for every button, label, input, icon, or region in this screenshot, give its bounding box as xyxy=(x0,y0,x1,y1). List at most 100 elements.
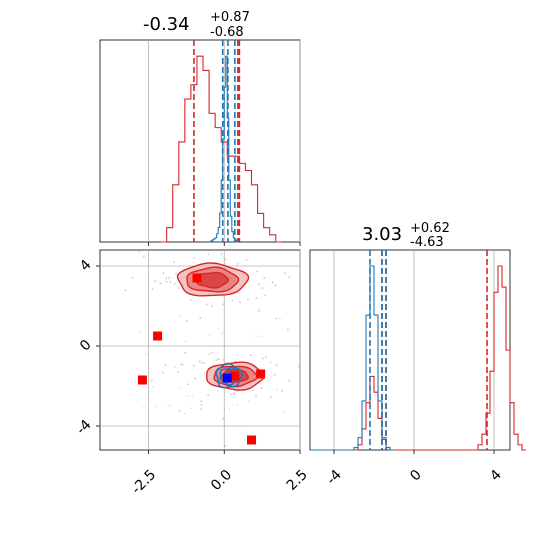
joint-sample-point xyxy=(187,395,189,397)
joint-sample-point xyxy=(220,253,223,256)
joint-sample-point xyxy=(168,276,170,279)
joint-sample-point xyxy=(273,373,276,376)
joint-sample-point xyxy=(252,389,254,392)
joint-sample-point xyxy=(228,407,230,410)
joint-sample-point xyxy=(187,383,189,386)
joint-sample-point xyxy=(178,409,181,412)
joint-sample-point xyxy=(265,356,267,359)
joint-sample-point xyxy=(155,405,157,407)
joint-sample-point xyxy=(143,405,145,408)
joint-sample-point xyxy=(184,352,187,354)
param2-x-tick-label-0: -4 xyxy=(324,467,345,488)
joint-sample-point xyxy=(189,298,192,301)
joint-sample-point xyxy=(165,277,168,280)
joint-sample-point xyxy=(256,270,259,273)
joint-sample-point xyxy=(239,423,241,426)
joint-sample-point xyxy=(255,335,257,337)
joint-sample-point xyxy=(169,281,172,283)
joint-sample-point xyxy=(279,317,281,320)
joint-sample-point xyxy=(288,379,291,382)
joint-sample-point xyxy=(259,335,261,338)
joint-sample-point xyxy=(146,354,149,357)
joint-sample-point xyxy=(262,357,264,360)
joint-sample-point xyxy=(165,280,168,283)
joint-sample-point xyxy=(162,272,165,274)
joint-y-tick-label-2: -4 xyxy=(73,417,94,438)
joint-sample-point xyxy=(261,287,264,290)
joint-sample-point xyxy=(162,371,165,374)
red-marker-1 xyxy=(153,331,163,341)
joint-sample-point xyxy=(173,261,176,264)
param2-title-value: 3.03 xyxy=(362,224,402,245)
joint-sample-point xyxy=(274,284,277,287)
joint-sample-point xyxy=(180,387,182,390)
red-marker-4 xyxy=(256,369,266,379)
joint-sample-point xyxy=(236,353,239,356)
joint-sample-point xyxy=(255,394,257,397)
joint-sample-point xyxy=(151,288,154,291)
joint-sample-point xyxy=(222,417,225,420)
param1-histogram-panel xyxy=(99,39,301,246)
joint-sample-point xyxy=(231,299,234,302)
joint-sample-point xyxy=(164,364,167,366)
blue-contour-level1 xyxy=(215,362,244,389)
joint-sample-point xyxy=(222,303,224,306)
joint-sample-point xyxy=(182,363,184,366)
joint-sample-point xyxy=(174,366,176,369)
joint-sample-point xyxy=(154,280,157,283)
joint-sample-point xyxy=(207,394,209,396)
joint-sample-point xyxy=(179,314,182,317)
joint-sample-point xyxy=(198,360,201,363)
joint-sample-point xyxy=(124,289,127,292)
red-marker-3 xyxy=(230,371,240,381)
param1-title-value: -0.34 xyxy=(143,14,190,35)
red-marker-5 xyxy=(247,435,257,445)
joint-sample-point xyxy=(220,332,223,335)
joint-sample-point xyxy=(224,258,227,261)
joint-sample-point xyxy=(275,364,278,367)
joint-sample-point xyxy=(205,303,208,306)
joint-sample-point xyxy=(280,390,283,392)
joint-sample-point xyxy=(249,354,252,356)
joint-sample-point xyxy=(233,392,235,395)
joint-sample-point xyxy=(207,253,210,256)
param2-title-plus: +0.62 xyxy=(410,221,450,236)
joint-sample-point xyxy=(208,352,211,355)
param1-red-histogram xyxy=(160,55,282,243)
param1-title: -0.34 +0.87 -0.68 xyxy=(143,10,250,40)
joint-sample-point xyxy=(203,372,206,374)
param1-hist-frame xyxy=(99,39,301,243)
joint-sample-point xyxy=(255,297,258,299)
param2-title-minus: -4.63 xyxy=(410,235,444,250)
joint-sample-point xyxy=(211,351,214,354)
joint-sample-point xyxy=(260,387,263,389)
joint-sample-point xyxy=(288,276,291,279)
joint-sample-point xyxy=(201,362,204,364)
blue-marker xyxy=(222,373,232,383)
joint-contour-panel: -2.5 0.0 2.5 4 0 -4 xyxy=(73,249,311,497)
blue-contour-level2 xyxy=(219,367,239,386)
red-marker-2 xyxy=(137,375,147,385)
joint-sample-point xyxy=(236,403,239,406)
joint-sample-point xyxy=(150,379,153,382)
joint-sample-point xyxy=(230,393,233,396)
joint-sample-point xyxy=(276,424,279,427)
joint-sample-point xyxy=(282,411,285,414)
joint-sample-point xyxy=(247,400,250,402)
joint-sample-point xyxy=(215,359,218,361)
param2-hist-frame xyxy=(309,249,511,451)
joint-sample-point xyxy=(209,334,211,336)
joint-sample-point xyxy=(217,389,220,392)
joint-sample-point xyxy=(138,250,141,252)
joint-sample-point xyxy=(167,404,169,406)
joint-sample-point xyxy=(239,301,241,304)
param2-title: 3.03 +0.62 -4.63 xyxy=(362,221,450,250)
joint-sample-point xyxy=(284,272,287,275)
joint-sample-point xyxy=(191,395,193,397)
joint-sample-point xyxy=(298,365,300,368)
joint-sample-point xyxy=(269,396,272,399)
joint-sample-point xyxy=(193,256,196,259)
joint-sample-point xyxy=(236,263,239,265)
param1-title-plus: +0.87 xyxy=(210,10,250,25)
